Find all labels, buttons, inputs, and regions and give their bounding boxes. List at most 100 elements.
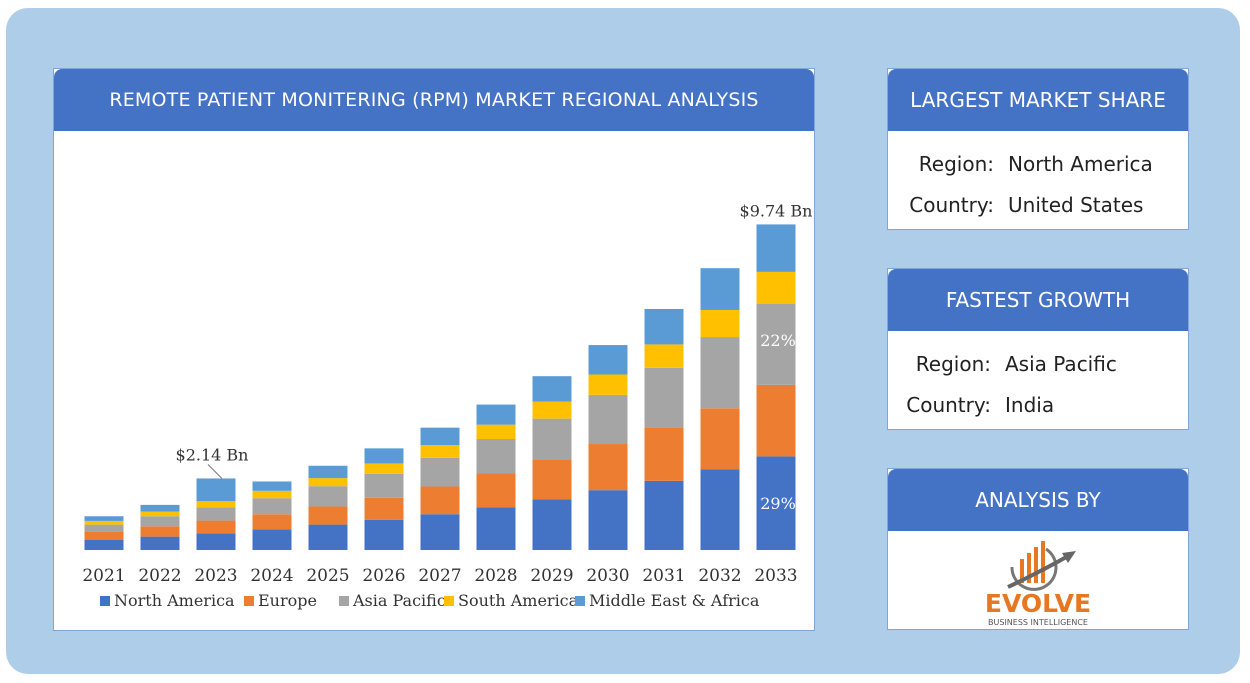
annotation-total-2023: $2.14 Bn bbox=[176, 445, 249, 464]
bar-middle-east-africa-2031 bbox=[644, 308, 684, 345]
bar-north-america-2030 bbox=[588, 490, 628, 550]
bar-south-america-2022 bbox=[140, 511, 180, 517]
legend-label-north-america: North America bbox=[114, 591, 235, 610]
legend-label-south-america: South America bbox=[458, 591, 579, 610]
bar-south-america-2026 bbox=[364, 463, 404, 474]
bar-asia-pacific-2032 bbox=[700, 337, 740, 409]
annotation-total-2033: $9.74 Bn bbox=[740, 201, 813, 220]
bar-middle-east-africa-2021 bbox=[84, 516, 124, 521]
bar-middle-east-africa-2032 bbox=[700, 268, 740, 310]
bar-north-america-2027 bbox=[420, 514, 460, 550]
legend-label-middle-east-africa: Middle East & Africa bbox=[589, 591, 760, 610]
x-tick-label-2026: 2026 bbox=[362, 566, 405, 586]
largest-share-card: LARGEST MARKET SHARE Region: North Ameri… bbox=[887, 68, 1189, 230]
country-label: Country: bbox=[906, 392, 991, 417]
chart-card: REMOTE PATIENT MONITERING (RPM) MARKET R… bbox=[53, 68, 815, 631]
bar-south-america-2032 bbox=[700, 309, 740, 338]
bar-north-america-2026 bbox=[364, 519, 404, 550]
analysis-by-card: ANALYSIS BY EVOLVE BUSINESS INTELLIGENCE bbox=[887, 468, 1189, 630]
bar-south-america-2024 bbox=[252, 490, 292, 499]
bar-north-america-2021 bbox=[84, 539, 124, 550]
x-tick-label-2022: 2022 bbox=[138, 566, 181, 586]
largest-share-region-row: Region: North America bbox=[888, 143, 1188, 184]
bar-middle-east-africa-2027 bbox=[420, 427, 460, 446]
bar-south-america-2027 bbox=[420, 445, 460, 458]
bar-europe-2023 bbox=[196, 520, 236, 534]
bar-europe-2027 bbox=[420, 486, 460, 515]
legend-label-asia-pacific: Asia Pacific bbox=[352, 591, 446, 610]
bar-asia-pacific-2033 bbox=[756, 303, 796, 385]
bar-north-america-2032 bbox=[700, 469, 740, 550]
bar-middle-east-africa-2023 bbox=[196, 478, 236, 502]
bar-asia-pacific-2030 bbox=[588, 394, 628, 445]
country-value: India bbox=[1005, 392, 1055, 417]
bar-north-america-2025 bbox=[308, 524, 348, 550]
bar-south-america-2028 bbox=[476, 424, 516, 440]
bar-europe-2021 bbox=[84, 531, 124, 540]
logo-wordmark: EVOLVE bbox=[985, 589, 1091, 618]
bar-middle-east-africa-2028 bbox=[476, 404, 516, 425]
x-tick-label-2033: 2033 bbox=[754, 566, 797, 586]
fastest-growth-region-row: Region: Asia Pacific bbox=[888, 343, 1188, 384]
bar-middle-east-africa-2025 bbox=[308, 465, 348, 479]
bar-asia-pacific-2025 bbox=[308, 486, 348, 507]
bar-europe-2022 bbox=[140, 526, 180, 537]
legend-label-europe: Europe bbox=[258, 591, 317, 610]
x-tick-label-2025: 2025 bbox=[306, 566, 349, 586]
country-label: Country: bbox=[909, 192, 994, 217]
bar-middle-east-africa-2024 bbox=[252, 481, 292, 491]
fastest-growth-title: FASTEST GROWTH bbox=[888, 269, 1188, 331]
bar-asia-pacific-2023 bbox=[196, 507, 236, 521]
bar-middle-east-africa-2033 bbox=[756, 224, 796, 272]
bar-north-america-2022 bbox=[140, 536, 180, 550]
bar-europe-2024 bbox=[252, 514, 292, 530]
x-tick-label-2030: 2030 bbox=[586, 566, 629, 586]
x-tick-label-2021: 2021 bbox=[82, 566, 125, 586]
region-value: Asia Pacific bbox=[1005, 351, 1117, 376]
legend-swatch-asia-pacific bbox=[339, 596, 349, 606]
legend-swatch-south-america bbox=[444, 596, 454, 606]
bar-europe-2031 bbox=[644, 427, 684, 481]
largest-share-country-row: Country: United States bbox=[888, 184, 1188, 225]
bar-asia-pacific-2022 bbox=[140, 516, 180, 527]
annotation-share-asia-pacific: 22% bbox=[760, 331, 796, 350]
legend-swatch-middle-east-africa bbox=[575, 596, 585, 606]
analysis-by-title: ANALYSIS BY bbox=[888, 469, 1188, 531]
bar-south-america-2033 bbox=[756, 271, 796, 304]
legend-swatch-europe bbox=[244, 596, 254, 606]
bar-europe-2026 bbox=[364, 497, 404, 520]
annotation-share-north-america: 29% bbox=[760, 494, 796, 513]
bar-south-america-2030 bbox=[588, 374, 628, 395]
x-tick-label-2028: 2028 bbox=[474, 566, 517, 586]
bar-asia-pacific-2021 bbox=[84, 524, 124, 532]
bar-europe-2030 bbox=[588, 444, 628, 491]
x-tick-label-2032: 2032 bbox=[698, 566, 741, 586]
region-label: Region: bbox=[915, 351, 991, 376]
x-tick-label-2024: 2024 bbox=[250, 566, 293, 586]
chart-title: REMOTE PATIENT MONITERING (RPM) MARKET R… bbox=[54, 69, 814, 131]
country-value: United States bbox=[1008, 192, 1144, 217]
bar-europe-2028 bbox=[476, 473, 516, 508]
bar-north-america-2033 bbox=[756, 456, 796, 550]
logo-tagline: BUSINESS INTELLIGENCE bbox=[988, 618, 1088, 627]
region-label: Region: bbox=[918, 151, 994, 176]
bar-south-america-2021 bbox=[84, 520, 124, 525]
x-tick-label-2027: 2027 bbox=[418, 566, 461, 586]
fastest-growth-country-row: Country: India bbox=[888, 384, 1188, 425]
bar-south-america-2023 bbox=[196, 501, 236, 508]
bar-south-america-2031 bbox=[644, 344, 684, 368]
bar-south-america-2025 bbox=[308, 478, 348, 487]
stacked-bar-chart: 2021 2022 2023 2024 2025 2026 2027 2028 2029 2030… bbox=[82, 201, 813, 610]
bar-middle-east-africa-2026 bbox=[364, 448, 404, 464]
bar-europe-2029 bbox=[532, 459, 572, 500]
bar-middle-east-africa-2022 bbox=[140, 504, 180, 512]
bar-asia-pacific-2027 bbox=[420, 457, 460, 487]
bar-middle-east-africa-2030 bbox=[588, 345, 628, 375]
region-value: North America bbox=[1008, 151, 1153, 176]
x-tick-label-2031: 2031 bbox=[642, 566, 685, 586]
bar-middle-east-africa-2029 bbox=[532, 376, 572, 402]
logo-growth-icon bbox=[1007, 541, 1076, 591]
evolve-logo: EVOLVE BUSINESS INTELLIGENCE bbox=[888, 531, 1188, 631]
x-tick-label-2023: 2023 bbox=[194, 566, 237, 586]
bar-north-america-2029 bbox=[532, 499, 572, 550]
